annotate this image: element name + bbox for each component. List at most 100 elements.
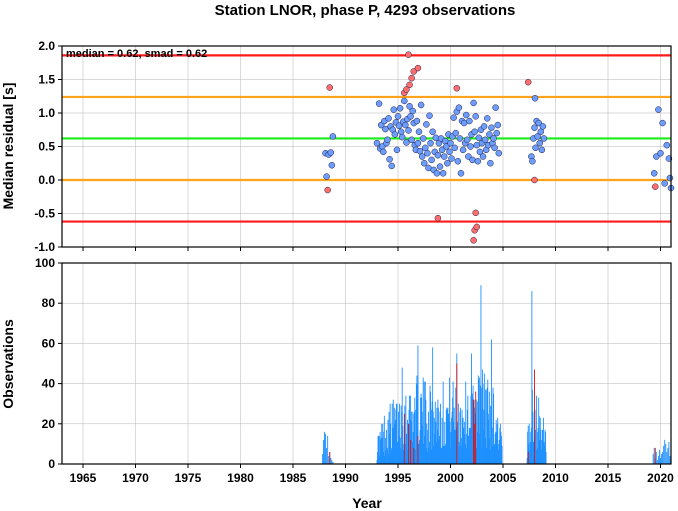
normal-point-144 (666, 174, 674, 182)
normal-point-133 (538, 146, 546, 154)
observations-y-tick-label-2: 60 (42, 336, 56, 350)
normal-point-127 (532, 144, 539, 152)
observations-ticks: 1965 1970 1975 1980 1985 1990 1995 2000 2005 2010… (35, 256, 674, 485)
residual-y-tick-label-1: 1.5 (38, 73, 55, 87)
normal-point-91 (464, 136, 471, 144)
residual-y-ticks: 2.0 1.5 1.0 0.5 0.0 -0.5 -1.0 (34, 39, 661, 254)
normal-point-137 (653, 153, 660, 160)
median-smad-annotation: median = 0.62, smad = 0.62 (66, 48, 207, 60)
normal-point-32 (402, 121, 409, 129)
normal-point-134 (539, 123, 547, 130)
normal-point-63 (434, 151, 442, 159)
outlier-point-14 (473, 223, 480, 231)
reference-lines (62, 54, 671, 223)
normal-point-80 (452, 129, 459, 137)
normal-point-44 (414, 139, 422, 147)
outlier-point-10 (453, 84, 461, 92)
normal-point-28 (397, 128, 405, 136)
normal-point-51 (422, 144, 429, 152)
outlier-point-6 (408, 74, 415, 82)
normal-point-108 (481, 136, 489, 144)
normal-point-53 (424, 149, 431, 157)
observations-y-tick-label-4: 20 (42, 417, 56, 431)
normal-point-125 (531, 124, 538, 131)
outlier-point-0 (324, 186, 331, 194)
normal-point-76 (448, 155, 455, 162)
normal-point-87 (459, 146, 467, 154)
normal-point-114 (488, 124, 495, 131)
normal-point-13 (382, 125, 389, 133)
normal-point-69 (440, 153, 448, 160)
x-tick-label-5: 1990 (332, 471, 359, 485)
outlier-point-7 (410, 68, 417, 75)
normal-point-123 (529, 157, 536, 165)
normal-point-11 (380, 148, 387, 156)
normal-point-31 (401, 97, 408, 105)
normal-point-79 (451, 144, 458, 152)
normal-point-5 (329, 133, 337, 140)
normal-point-3 (327, 149, 335, 156)
observations-y-tick-label-1: 80 (42, 296, 56, 310)
normal-point-131 (536, 139, 543, 147)
x-tick-label-9: 2010 (542, 471, 569, 485)
chart-title: Station LNOR, phase P, 4293 observations (215, 2, 516, 19)
normal-point-139 (657, 149, 664, 157)
outlier-point-15 (524, 78, 532, 86)
x-tick-label-6: 1995 (385, 471, 412, 485)
normal-point-142 (663, 141, 671, 149)
normal-point-118 (492, 104, 499, 111)
normal-point-67 (438, 146, 446, 154)
normal-point-55 (426, 112, 433, 119)
normal-point-37 (407, 113, 414, 120)
normal-point-107 (480, 123, 488, 130)
normal-point-83 (455, 104, 463, 111)
normal-point-27 (396, 105, 404, 112)
x-tick-label-0: 1965 (70, 471, 97, 485)
normal-point-82 (454, 157, 462, 165)
normal-point-90 (463, 111, 470, 119)
normal-point-97 (470, 99, 477, 107)
residual-y-tick-label-0: 2.0 (38, 39, 55, 53)
normal-point-141 (661, 180, 668, 187)
normal-point-4 (328, 162, 336, 169)
x-tick-label-8: 2005 (490, 471, 517, 485)
residual-y-tick-label-5: -0.5 (34, 207, 55, 221)
outlier-point-4 (405, 51, 412, 58)
normal-point-72 (444, 160, 451, 167)
normal-point-25 (394, 113, 402, 120)
outlier-point-5 (406, 81, 413, 89)
normal-point-119 (493, 129, 500, 137)
normal-point-22 (391, 131, 399, 138)
observation-bars (321, 285, 671, 464)
residual-y-tick-label-3: 0.5 (38, 140, 55, 154)
normal-point-102 (475, 134, 483, 142)
normal-point-1 (323, 173, 330, 180)
residual-points (322, 51, 675, 244)
observations-y-axis-label: Observations (0, 319, 16, 409)
normal-point-84 (456, 135, 464, 142)
normal-point-35 (405, 127, 412, 134)
normal-point-16 (385, 115, 392, 122)
outlier-point-16 (531, 176, 538, 184)
normal-point-132 (537, 128, 545, 136)
outlier-point-9 (434, 214, 442, 222)
normal-point-49 (419, 135, 427, 142)
observations-panel-frame (61, 262, 672, 465)
x-tick-label-7: 2000 (437, 471, 464, 485)
x-tick-label-4: 1985 (280, 471, 307, 485)
x-tick-label-2: 1975 (175, 471, 202, 485)
normal-point-116 (490, 135, 497, 142)
x-tick-label-1: 1970 (122, 471, 149, 485)
normal-point-52 (423, 121, 430, 128)
x-tick-label-3: 1980 (227, 471, 254, 485)
residual-y-tick-label-4: 0.0 (38, 173, 55, 187)
normal-point-58 (429, 128, 436, 136)
normal-point-138 (655, 106, 662, 113)
normal-point-85 (457, 170, 465, 177)
normal-point-7 (375, 100, 383, 107)
observations-panel: 1965 1970 1975 1980 1985 1990 1995 2000 2005 2010… (0, 256, 674, 511)
normal-point-24 (393, 146, 401, 154)
normal-point-93 (466, 117, 473, 125)
normal-point-36 (406, 103, 413, 110)
normal-point-117 (491, 144, 498, 152)
